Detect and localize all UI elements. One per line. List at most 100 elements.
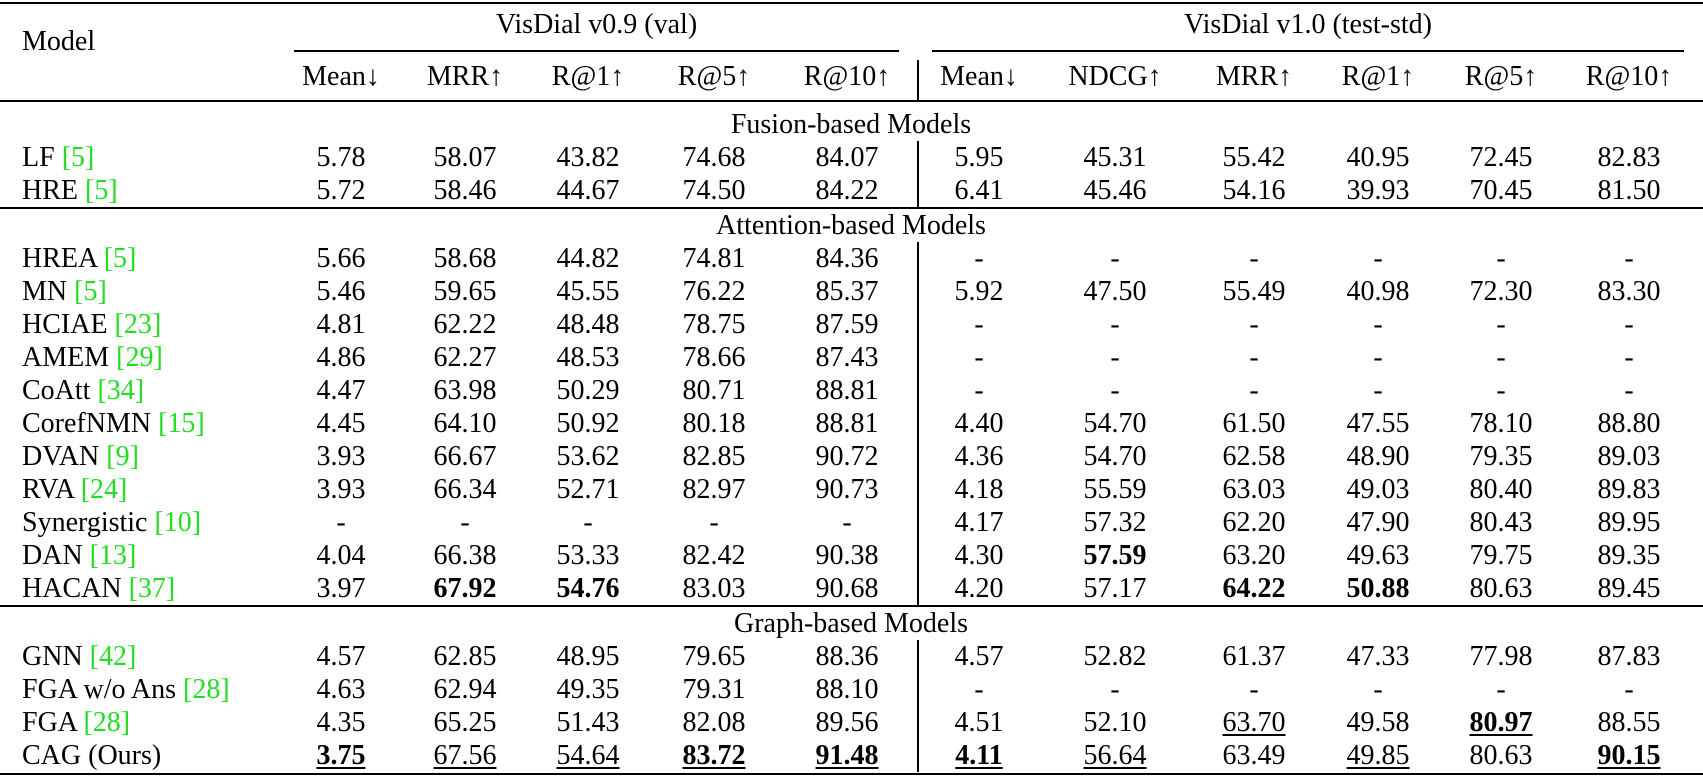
cell: -	[1249, 341, 1259, 373]
cell: 50.92	[556, 407, 620, 439]
cell: 62.22	[433, 308, 497, 340]
cell: 49.03	[1346, 473, 1410, 505]
cell: 81.50	[1597, 174, 1661, 206]
model-name: RVA [24]	[22, 474, 127, 506]
cell: -	[1110, 374, 1120, 406]
cell: -	[709, 506, 719, 538]
model-name: CorefNMN [15]	[22, 408, 205, 440]
cell: 5.95	[954, 141, 1004, 173]
rule	[917, 60, 919, 100]
cell: 78.75	[682, 308, 746, 340]
model: HRE	[22, 174, 78, 206]
citation: [34]	[97, 374, 145, 406]
cell: 65.25	[433, 706, 497, 738]
cell: -	[1249, 374, 1259, 406]
cell: 66.34	[433, 473, 497, 505]
cell: 4.45	[316, 407, 366, 439]
cell: 39.93	[1346, 174, 1410, 206]
model: CoAtt	[22, 374, 91, 406]
cell: 89.45	[1597, 572, 1661, 604]
citation: [5]	[103, 242, 137, 274]
model: HACAN	[22, 572, 122, 604]
rule	[0, 773, 1703, 775]
cell: 80.43	[1469, 506, 1533, 538]
cell: 56.64	[1083, 739, 1147, 771]
cell: 51.43	[556, 706, 620, 738]
cell: 88.55	[1597, 706, 1661, 738]
cell: 55.49	[1222, 275, 1286, 307]
citation: [28]	[183, 673, 230, 705]
group-title: VisDial v0.9 (val)	[495, 9, 698, 40]
cell: 50.29	[556, 374, 620, 406]
cell: 5.78	[316, 141, 366, 173]
cell: -	[1373, 673, 1383, 705]
cell: -	[1249, 673, 1259, 705]
column-header: R@10↑	[1585, 61, 1673, 92]
cell: 72.45	[1469, 141, 1533, 173]
model-name: HREA [5]	[22, 243, 136, 275]
model: GNN	[22, 640, 83, 672]
cell: -	[1373, 341, 1383, 373]
cell: 66.38	[433, 539, 497, 571]
cell: 45.55	[556, 275, 620, 307]
cell: 62.20	[1222, 506, 1286, 538]
model: CorefNMN	[22, 407, 152, 439]
cell: 63.98	[433, 374, 497, 406]
cell: -	[842, 506, 852, 538]
cell: 52.82	[1083, 640, 1147, 672]
model-name: AMEM [29]	[22, 342, 163, 374]
cell: 5.92	[954, 275, 1004, 307]
cell: 58.68	[433, 242, 497, 274]
cell: -	[1373, 374, 1383, 406]
cell: 50.88	[1346, 572, 1410, 604]
cell: 53.62	[556, 440, 620, 472]
cell: 80.63	[1469, 739, 1533, 771]
cell: 3.75	[316, 739, 366, 771]
cell: 84.36	[815, 242, 879, 274]
cell: 78.66	[682, 341, 746, 373]
cell: 90.73	[815, 473, 879, 505]
column-header: R@5↑	[1464, 61, 1538, 92]
cell: 44.67	[556, 174, 620, 206]
column-header: Mean↓	[302, 61, 380, 92]
cell: 64.22	[1222, 572, 1286, 604]
header-model: Model	[22, 26, 96, 57]
model: HCIAE	[22, 308, 108, 340]
cell: 80.18	[682, 407, 746, 439]
cell: 49.85	[1346, 739, 1410, 771]
cell: 91.48	[815, 739, 879, 771]
cell: 83.03	[682, 572, 746, 604]
cell: 88.81	[815, 374, 879, 406]
cell: -	[1496, 341, 1506, 373]
cell: 57.59	[1083, 539, 1147, 571]
cell: 80.97	[1469, 706, 1533, 738]
cell: -	[1624, 374, 1634, 406]
column-header: MRR↑	[426, 61, 504, 92]
cell: 89.83	[1597, 473, 1661, 505]
cell: 63.70	[1222, 706, 1286, 738]
cell: 79.31	[682, 673, 746, 705]
cell: 48.53	[556, 341, 620, 373]
cell: -	[1373, 308, 1383, 340]
cell: 90.38	[815, 539, 879, 571]
cell: 63.20	[1222, 539, 1286, 571]
cell: 66.67	[433, 440, 497, 472]
cell: 80.63	[1469, 572, 1533, 604]
cell: 47.50	[1083, 275, 1147, 307]
cell: 82.83	[1597, 141, 1661, 173]
cell: 62.58	[1222, 440, 1286, 472]
cell: 40.95	[1346, 141, 1410, 173]
citation: [5]	[61, 141, 95, 173]
cell: 67.56	[433, 739, 497, 771]
model: RVA	[22, 473, 74, 505]
citation: [9]	[106, 440, 139, 472]
cell: -	[974, 374, 984, 406]
model: MN	[22, 275, 68, 307]
model: AMEM	[22, 341, 110, 373]
cell: 82.42	[682, 539, 746, 571]
cell: -	[583, 506, 593, 538]
model-name: GNN [42]	[22, 641, 136, 673]
cell: 52.10	[1083, 706, 1147, 738]
cell: 61.37	[1222, 640, 1286, 672]
